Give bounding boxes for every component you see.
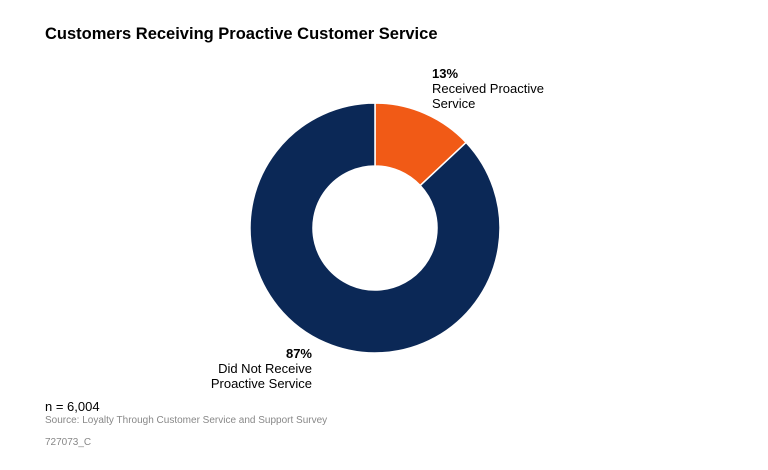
sample-size: n = 6,004	[45, 399, 100, 414]
label-received: 13% Received Proactive Service	[432, 66, 557, 111]
figure-code: 727073_C	[45, 437, 92, 448]
label-received-value: 13%	[432, 66, 459, 81]
chart-title: Customers Receiving Proactive Customer S…	[45, 25, 438, 43]
label-not-received-text: Did Not Receive Proactive Service	[210, 361, 312, 391]
label-not-received: 87% Did Not Receive Proactive Service	[196, 346, 312, 391]
label-received-text: Received Proactive Service	[432, 81, 544, 111]
slice-1	[249, 102, 501, 354]
source-note: Source: Loyalty Through Customer Service…	[45, 415, 328, 426]
label-not-received-value: 87%	[285, 346, 312, 361]
